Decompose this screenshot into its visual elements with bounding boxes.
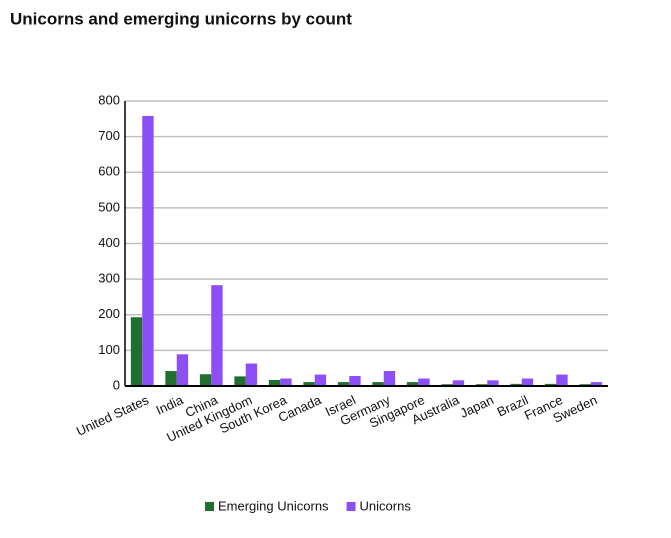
bar bbox=[337, 382, 350, 386]
y-tick-label: 100 bbox=[98, 342, 120, 357]
bar bbox=[487, 380, 499, 386]
y-tick-label: 400 bbox=[98, 235, 120, 250]
bar bbox=[372, 382, 384, 386]
bar bbox=[349, 376, 361, 386]
x-tick-label: United States bbox=[74, 392, 152, 439]
legend-label: Emerging Unicorns bbox=[218, 498, 329, 513]
chart-title: Unicorns and emerging unicorns by count bbox=[10, 9, 352, 28]
bar bbox=[130, 317, 143, 386]
y-tick-label: 0 bbox=[113, 377, 120, 392]
bar bbox=[510, 383, 522, 386]
y-tick-label: 700 bbox=[98, 128, 120, 143]
legend-swatch bbox=[346, 502, 356, 511]
bar bbox=[303, 382, 315, 386]
bar bbox=[452, 380, 465, 386]
legend-label: Unicorns bbox=[360, 498, 412, 513]
bar bbox=[280, 378, 292, 386]
bar bbox=[234, 376, 246, 386]
legend-swatch bbox=[205, 502, 214, 511]
y-tick-label: 500 bbox=[98, 199, 120, 214]
bar bbox=[383, 371, 396, 386]
bar bbox=[165, 371, 177, 386]
bar bbox=[199, 374, 212, 386]
y-tick-label: 800 bbox=[98, 92, 120, 107]
x-tick-label: India bbox=[154, 392, 187, 418]
bar bbox=[590, 382, 603, 386]
y-tick-label: 600 bbox=[98, 164, 120, 179]
bar bbox=[418, 378, 430, 386]
bar bbox=[268, 379, 281, 386]
bar bbox=[406, 382, 419, 386]
bar bbox=[211, 285, 223, 386]
bar bbox=[314, 374, 327, 386]
bar bbox=[142, 115, 154, 387]
x-tick-label: Japan bbox=[458, 392, 496, 421]
bar bbox=[521, 378, 534, 386]
bar bbox=[556, 374, 568, 386]
y-tick-label: 200 bbox=[98, 306, 120, 321]
bar bbox=[176, 354, 189, 386]
bar bbox=[245, 363, 258, 386]
bar bbox=[544, 383, 557, 386]
y-tick-label: 300 bbox=[98, 271, 120, 286]
